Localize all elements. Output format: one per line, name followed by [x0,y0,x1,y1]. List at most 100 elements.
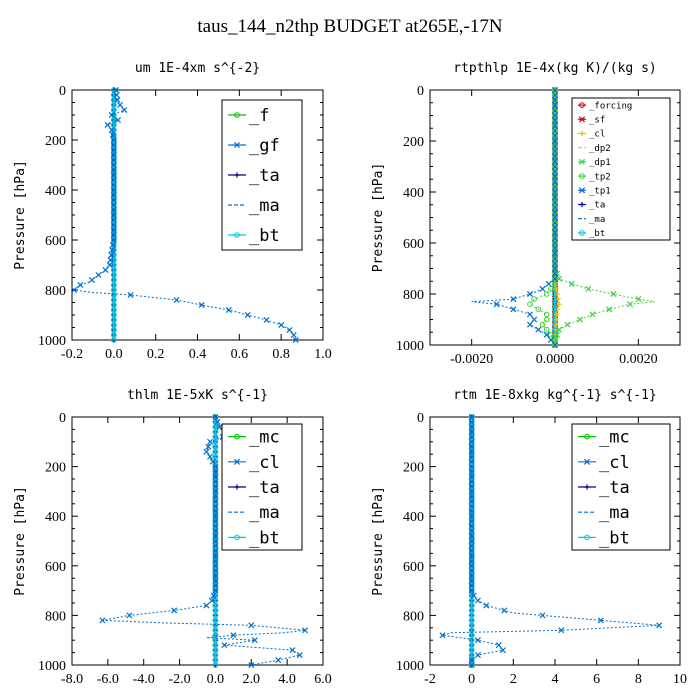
legend-marker [579,201,585,208]
data-point [551,97,559,104]
legend-marker [234,232,240,238]
x-tick-label: 0.2 [147,347,165,362]
data-point [553,311,559,317]
data-point [551,209,559,216]
data-point [597,617,604,624]
data-point [212,552,219,559]
data-point [551,163,559,170]
y-tick-label: 200 [403,461,424,476]
data-point [551,341,559,349]
legend-label: _cl [599,453,630,473]
data-point [286,326,293,334]
data-point [212,547,219,554]
data-point [302,627,309,634]
page-title: taus_144_n2thp BUDGET at265E,-17N [197,16,503,37]
data-point [114,116,122,124]
data-point [212,577,219,584]
data-point [212,478,219,485]
data-point [551,158,559,165]
data-point [551,127,559,134]
data-point [110,186,117,194]
legend-label: _mc [599,428,630,448]
legend-label: _f [249,106,269,126]
data-point [468,458,475,465]
data-point [551,250,559,257]
data-point [468,528,475,535]
data-point [468,473,475,480]
data-point [554,331,561,338]
data-point [555,306,561,312]
data-point [110,146,117,154]
data-point [553,322,559,328]
legend: _f _gf _ta _ma _bt [221,99,303,251]
y-tick-label: 600 [403,237,424,252]
data-point [110,211,117,219]
y-tick-label: 800 [45,284,66,299]
y-tick-label: 1000 [396,659,424,674]
data-point [212,523,219,530]
data-point [106,261,113,269]
data-point [102,266,109,274]
data-point [112,86,119,94]
legend-label: _bt [589,229,605,239]
data-point [212,537,219,545]
data-point [558,627,565,634]
y-tick-label: 0 [59,411,66,426]
y-axis-label: Pressure [hPa] [371,486,386,596]
data-point [216,423,223,430]
data-point [551,270,559,277]
data-point [551,255,559,262]
y-tick-label: 400 [45,184,66,199]
y-tick-label: 400 [403,186,424,201]
x-tick-label: 0.4 [189,347,207,362]
legend-marker [579,173,585,179]
legend-label: _sf [589,115,605,125]
data-point [77,281,84,289]
legend-marker [234,112,240,118]
y-axis-label: Pressure [hPa] [13,486,28,596]
data-point [110,171,117,179]
data-point [212,468,219,475]
data-point [468,523,475,530]
data-point [109,241,117,249]
legend-box [571,97,671,241]
data-point [499,647,506,654]
data-point [555,296,561,302]
data-point [212,662,219,668]
data-point [212,572,219,579]
data-point [551,107,559,114]
data-point [99,617,106,624]
legend-label: _ta [589,201,605,211]
data-point [468,508,475,515]
legend-label: _forcing [589,101,632,111]
data-point [110,136,117,144]
legend-label: _tp1 [589,186,611,196]
legend-label: _cl [249,453,280,473]
data-point [468,533,475,540]
legend-label: _ma [249,503,280,523]
data-point [468,433,475,440]
data-point [207,438,214,445]
x-tick-label: 6.0 [314,672,332,687]
data-point [110,221,117,229]
data-point [225,306,232,314]
data-point [468,453,475,460]
data-point [207,453,214,460]
data-point [551,122,559,129]
data-point [468,657,475,664]
series-cl [439,413,663,669]
data-point [556,301,562,307]
legend-marker [234,433,240,440]
y-tick-label: 0 [417,411,424,426]
data-point [208,597,215,604]
data-point [606,306,613,313]
data-point [468,503,475,510]
data-point [551,132,559,139]
data-point [483,602,490,609]
data-point [510,306,517,313]
data-point [203,602,210,609]
y-tick-label: 1000 [38,334,66,349]
series-tp2 [527,87,558,348]
data-point [543,326,550,333]
